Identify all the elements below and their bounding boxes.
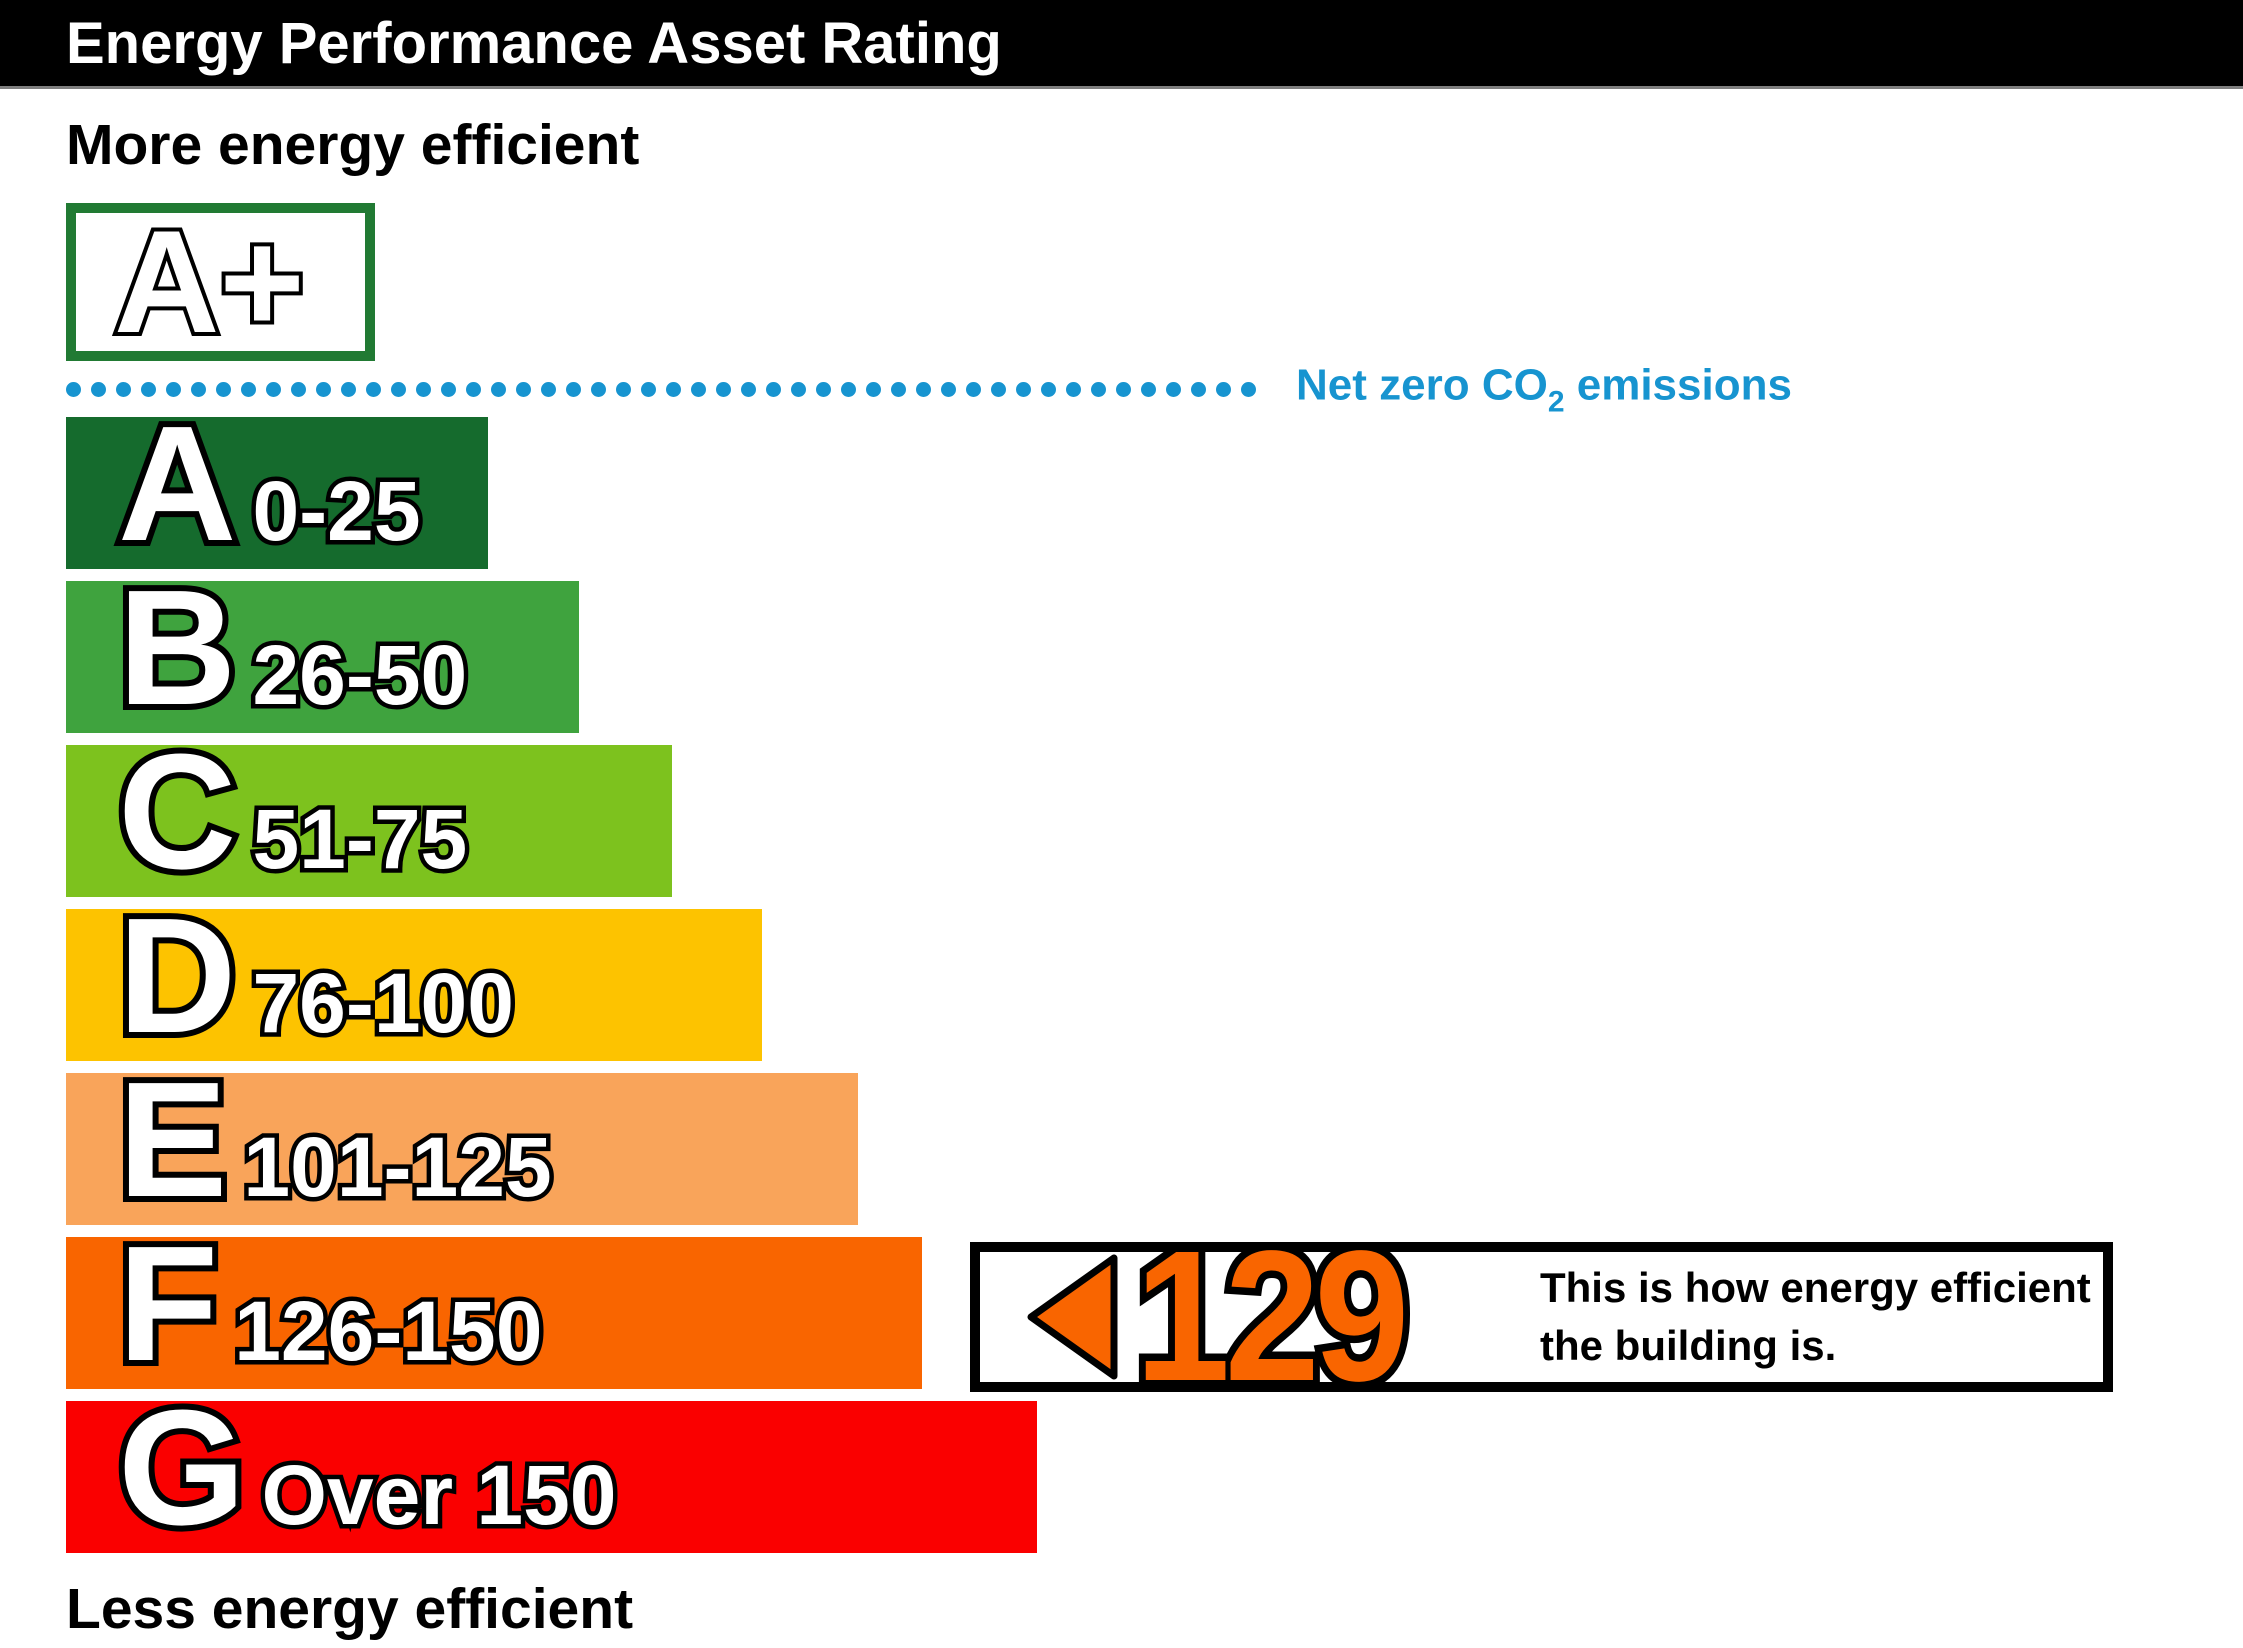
dot-icon [166, 382, 181, 397]
left-arrow-icon [1027, 1254, 1118, 1380]
net-zero-suffix: emissions [1564, 360, 1792, 410]
net-zero-label: Net zero CO2 emissions [1296, 361, 1792, 420]
dot-icon [841, 382, 856, 397]
band-row-E: E E 101-125 101-125 [66, 1048, 858, 1231]
dot-icon [641, 382, 656, 397]
net-zero-subscript: 2 [1547, 385, 1565, 419]
band-range-E: 101-125 101-125 [239, 1120, 556, 1214]
dot-icon [141, 382, 156, 397]
dot-icon [466, 382, 481, 397]
dot-icon [741, 382, 756, 397]
dot-icon [1016, 382, 1031, 397]
dot-icon [716, 382, 731, 397]
band-row-C: C C 51-75 51-75 [66, 720, 672, 903]
dot-icon [1141, 382, 1156, 397]
dot-icon [991, 382, 1006, 397]
band-range-A: 0-25 0-25 [248, 464, 425, 558]
dot-icon [441, 382, 456, 397]
dot-icon [291, 382, 306, 397]
band-range-G: Over 150 Over 150 [257, 1448, 621, 1542]
dot-icon [691, 382, 706, 397]
dot-icon [766, 382, 781, 397]
dot-icon [191, 382, 206, 397]
net-zero-prefix: Net zero CO [1296, 360, 1548, 410]
dot-icon [941, 382, 956, 397]
dot-icon [966, 382, 981, 397]
dot-icon [1091, 382, 1106, 397]
dot-icon [591, 382, 606, 397]
dot-icon [391, 382, 406, 397]
dot-icon [541, 382, 556, 397]
dot-icon [666, 382, 681, 397]
dot-icon [491, 382, 506, 397]
dot-icon [816, 382, 831, 397]
dot-icon [791, 382, 806, 397]
rating-value: 129 129 [1128, 1213, 1416, 1420]
dot-icon [66, 382, 81, 397]
dot-icon [566, 382, 581, 397]
dot-icon [216, 382, 231, 397]
band-range-D: 76-100 76-100 [248, 956, 519, 1050]
dot-icon [866, 382, 881, 397]
dot-icon [341, 382, 356, 397]
dot-icon [1191, 382, 1206, 397]
band-range-C: 51-75 51-75 [248, 792, 472, 886]
dot-icon [91, 382, 106, 397]
dot-icon [241, 382, 256, 397]
band-row-G: G G Over 150 Over 150 [66, 1376, 1037, 1559]
dot-icon [616, 382, 631, 397]
dot-icon [1241, 382, 1256, 397]
dot-icon [1116, 382, 1131, 397]
dot-icon [366, 382, 381, 397]
dot-icon [1066, 382, 1081, 397]
more-efficient-label: More energy efficient [66, 113, 640, 177]
page-title: Energy Performance Asset Rating [66, 10, 1002, 76]
rating-indicator-box: 129 129 This is how energy efficient the … [970, 1216, 2113, 1417]
aplus-grade-box: A+ A+ [66, 203, 375, 361]
less-efficient-label: Less energy efficient [66, 1577, 634, 1641]
dot-icon [1216, 382, 1231, 397]
rating-description-line2: the building is. [1540, 1322, 1837, 1369]
dot-icon [416, 382, 431, 397]
aplus-grade: A+ A+ [110, 200, 309, 363]
band-row-D: D D 76-100 76-100 [66, 884, 762, 1067]
band-range-B: 26-50 26-50 [248, 628, 472, 722]
dot-icon [916, 382, 931, 397]
header-bar: Energy Performance Asset Rating [0, 0, 2243, 89]
dot-icon [116, 382, 131, 397]
rating-description: This is how energy efficient the buildin… [1540, 1259, 2091, 1375]
band-row-B: B B 26-50 26-50 [66, 556, 579, 739]
dot-icon [1166, 382, 1181, 397]
dot-icon [516, 382, 531, 397]
rating-description-line1: This is how energy efficient [1540, 1264, 2091, 1311]
dot-icon [266, 382, 281, 397]
dot-icon [1041, 382, 1056, 397]
band-row-A: A A 0-25 0-25 [66, 392, 488, 575]
dot-icon [891, 382, 906, 397]
bands: A A 0-25 0-25 B B 26-50 26-50 C C 51-75 51-75 D D 76-1… [66, 392, 1266, 1577]
dot-icon [316, 382, 331, 397]
band-range-F: 126-150 126-150 [230, 1284, 547, 1378]
band-row-F: F F 126-150 126-150 [66, 1212, 922, 1395]
net-zero-dotted-line [66, 382, 1256, 397]
